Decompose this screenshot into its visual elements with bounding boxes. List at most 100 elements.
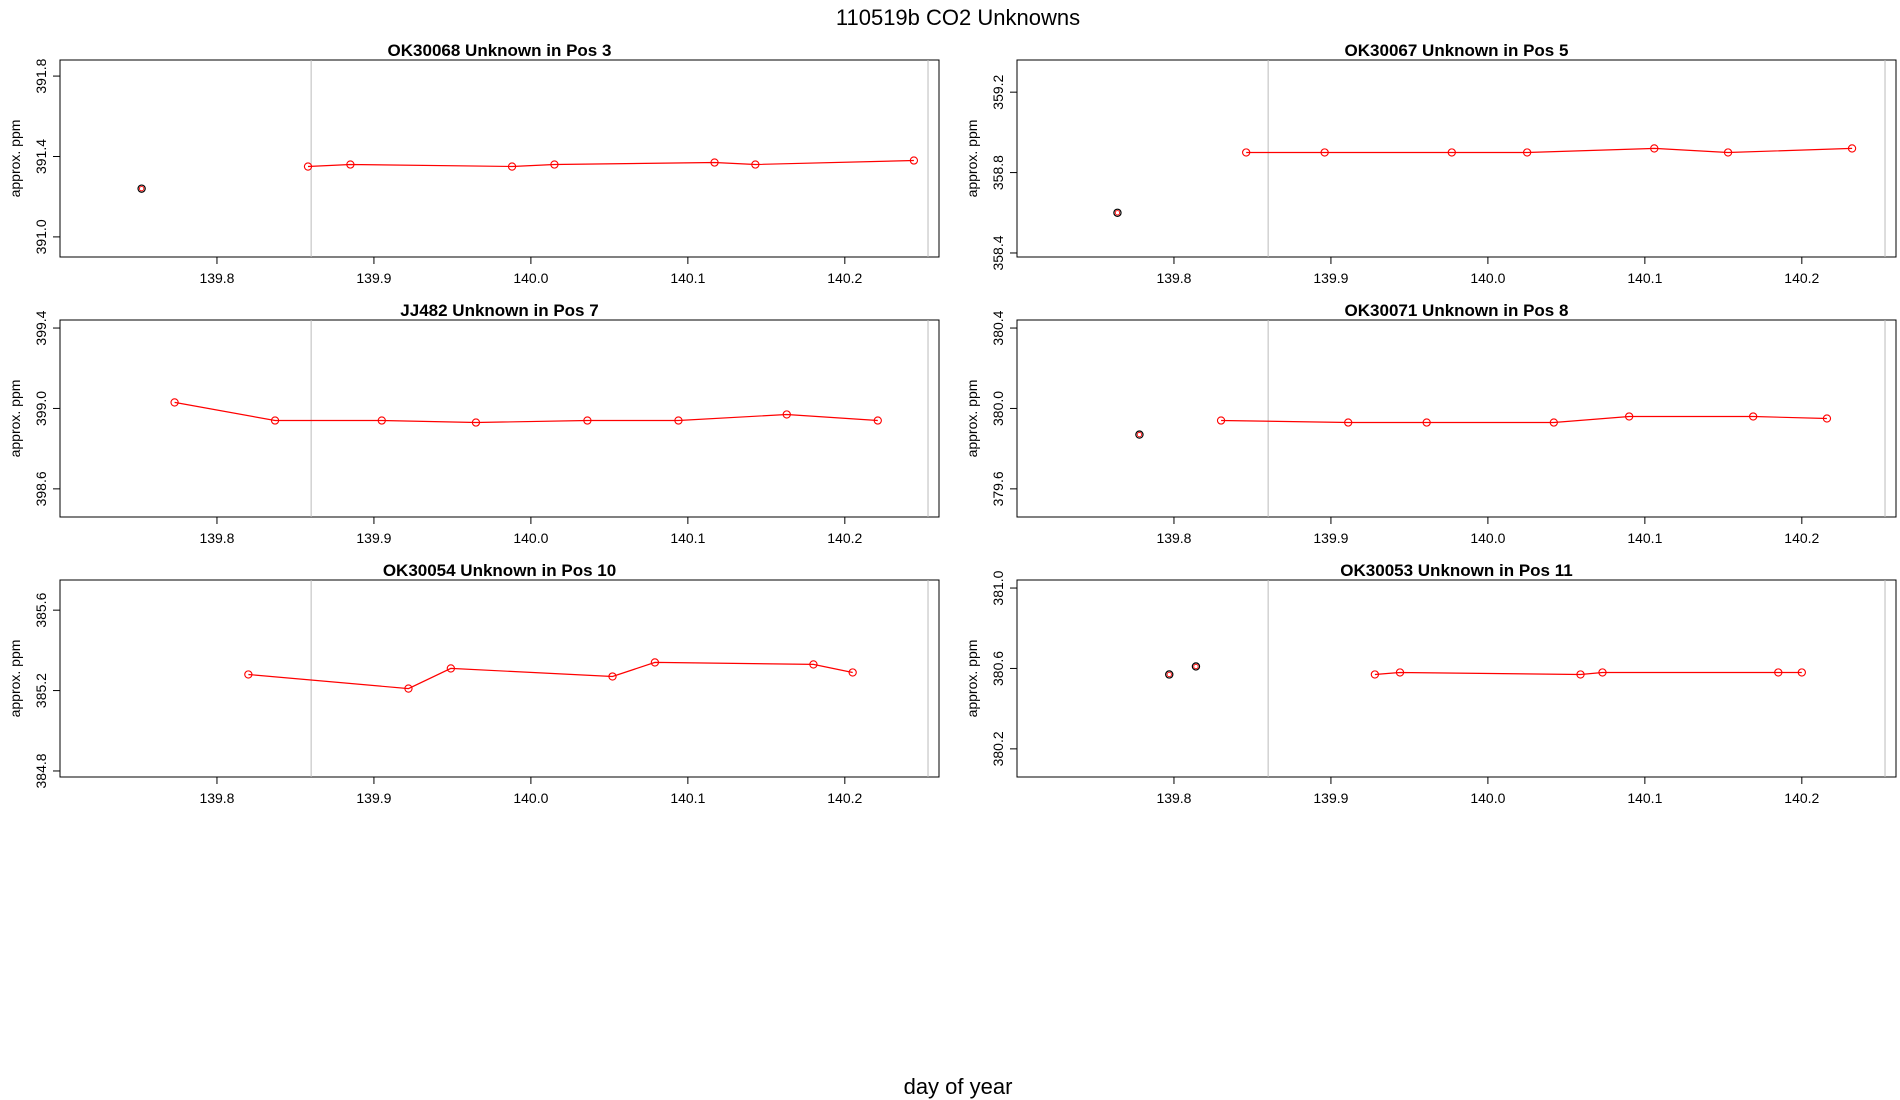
outlier-point (1113, 208, 1122, 217)
x-tick-label: 140.0 (513, 270, 548, 286)
data-point (170, 398, 179, 407)
data-point (1395, 668, 1405, 677)
data-point (848, 668, 857, 677)
data-point (1344, 418, 1353, 427)
y-tick-label: 358.4 (990, 235, 1006, 270)
data-point (674, 416, 683, 425)
outlier-point (1191, 662, 1201, 671)
outlier-point-inner (1166, 671, 1172, 678)
x-tick-label: 140.2 (1784, 790, 1819, 806)
plot-frame (1016, 579, 1897, 778)
data-point (346, 160, 355, 169)
plot-frame (59, 579, 940, 778)
y-tick-label: 380.6 (990, 651, 1006, 686)
data-point (270, 416, 280, 425)
x-tick-label: 139.8 (1156, 270, 1191, 286)
x-tick-label: 139.8 (1156, 790, 1191, 806)
data-point (1242, 148, 1251, 157)
x-tick-label: 139.9 (1313, 530, 1348, 546)
series-line (248, 661, 853, 690)
data-point (1522, 148, 1532, 157)
data-point (1749, 412, 1758, 421)
panel-title: JJ482 Unknown in Pos 7 (400, 301, 598, 320)
x-tick-label: 140.0 (513, 530, 548, 546)
y-axis-label: approx. ppm (7, 380, 23, 458)
y-tick-label: 358.8 (990, 155, 1006, 190)
x-tick-label: 139.9 (356, 270, 391, 286)
data-point (377, 416, 386, 425)
x-tick-label: 139.8 (199, 790, 234, 806)
data-point (809, 660, 818, 669)
y-tick-label: 391.0 (33, 219, 49, 254)
data-point (873, 416, 882, 425)
data-point (1576, 670, 1585, 679)
data-point (1847, 144, 1857, 153)
data-point (1216, 416, 1226, 425)
x-tick-label: 139.8 (1156, 530, 1191, 546)
x-tick-label: 140.2 (827, 530, 862, 546)
x-tick-label: 140.1 (1627, 790, 1662, 806)
panel-title: OK30067 Unknown in Pos 5 (1345, 41, 1569, 60)
y-tick-label: 385.6 (33, 592, 49, 627)
x-tick-label: 140.1 (670, 270, 705, 286)
chart-panel: OK30054 Unknown in Pos 10 139.8 139.9 140.0… (7, 561, 940, 806)
chart-panel: OK30068 Unknown in Pos 3 139.8 139.9 140.0 1… (7, 41, 940, 286)
series-line (1246, 147, 1853, 154)
data-point (1625, 412, 1634, 421)
outlier-point (1165, 670, 1174, 679)
x-tick-label: 140.0 (513, 790, 548, 806)
outlier-point (1135, 430, 1144, 439)
y-tick-label: 399.4 (33, 310, 49, 345)
data-point (404, 684, 413, 693)
y-tick-label: 380.4 (990, 310, 1006, 345)
data-point (1822, 414, 1832, 423)
data-point (550, 160, 559, 169)
x-tick-label: 140.2 (827, 790, 862, 806)
x-tick-label: 140.1 (670, 530, 705, 546)
data-point (1598, 668, 1607, 677)
plot-frame (59, 59, 940, 258)
data-point (1422, 418, 1431, 427)
x-tick-label: 140.1 (670, 790, 705, 806)
data-point (1723, 148, 1733, 157)
figure-xlabel: day of year (904, 1074, 1013, 1099)
x-tick-label: 140.2 (1784, 530, 1819, 546)
x-tick-label: 140.2 (1784, 270, 1819, 286)
y-tick-label: 398.6 (33, 471, 49, 506)
y-tick-label: 391.4 (33, 139, 49, 174)
x-tick-label: 140.1 (1627, 270, 1662, 286)
data-point (1650, 144, 1659, 153)
x-tick-label: 140.1 (1627, 530, 1662, 546)
outlier-point-inner (138, 186, 145, 192)
data-point (507, 162, 517, 171)
outlier-point-inner (1136, 431, 1143, 438)
y-tick-label: 380.0 (990, 391, 1006, 426)
outlier-point (137, 184, 146, 193)
chart-panel: OK30071 Unknown in Pos 8 139.8 139.9 140.0 1… (964, 301, 1897, 546)
y-tick-label: 384.8 (33, 753, 49, 788)
x-tick-label: 140.0 (1470, 270, 1505, 286)
y-tick-label: 379.6 (990, 471, 1006, 506)
series-line (1374, 671, 1802, 676)
panel-title: OK30068 Unknown in Pos 3 (388, 41, 612, 60)
y-axis-label: approx. ppm (964, 380, 980, 458)
data-point (1370, 670, 1380, 679)
plot-frame (1016, 319, 1897, 518)
x-tick-label: 139.9 (1313, 270, 1348, 286)
y-axis-label: approx. ppm (964, 120, 980, 198)
x-tick-label: 140.0 (1470, 790, 1505, 806)
y-tick-label: 381.0 (990, 570, 1006, 605)
data-point (1549, 418, 1558, 427)
plot-frame (59, 319, 940, 518)
data-point (446, 664, 455, 673)
panel-title: OK30071 Unknown in Pos 8 (1345, 301, 1569, 320)
chart-panel: OK30067 Unknown in Pos 5 139.8 139.9 140.0 1… (964, 41, 1897, 286)
y-tick-label: 359.2 (990, 74, 1006, 109)
x-tick-label: 140.0 (1470, 530, 1505, 546)
y-tick-label: 391.8 (33, 58, 49, 93)
data-point (1320, 148, 1329, 157)
plot-frame (1016, 59, 1897, 258)
x-tick-label: 139.9 (356, 790, 391, 806)
panels: OK30068 Unknown in Pos 3 139.8 139.9 140.0 1… (7, 41, 1897, 806)
